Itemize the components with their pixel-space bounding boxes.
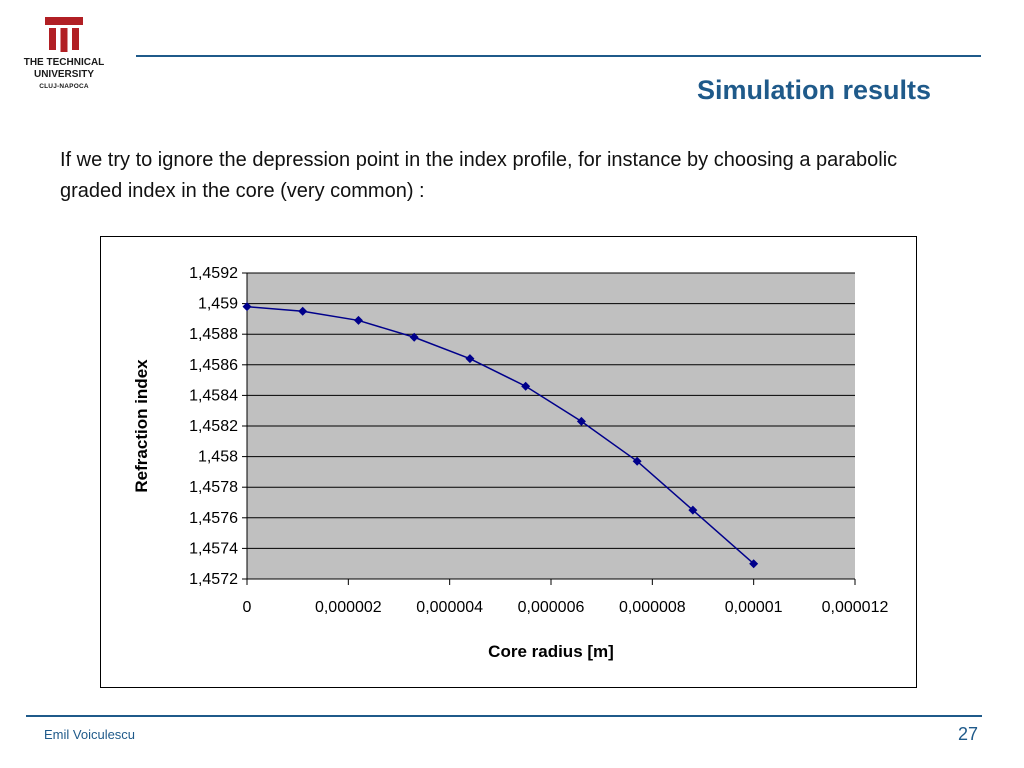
- data-point: [242, 302, 252, 312]
- y-tick-label: 1,458: [198, 449, 238, 466]
- y-tick-label: 1,4572: [189, 571, 238, 588]
- x-tick-label: 0: [243, 599, 252, 616]
- university-emblem-icon: [45, 17, 83, 52]
- y-tick-label: 1,4574: [189, 540, 238, 557]
- data-point: [576, 416, 586, 426]
- x-tick-label: 0,000004: [416, 599, 483, 616]
- y-tick-label: 1,4582: [189, 418, 238, 435]
- refraction-index-chart: 1,4572 1,4574 1,4576 1,4578 1,458 1,4582 1,458…: [132, 265, 889, 661]
- x-tick-label: 0,000002: [315, 599, 382, 616]
- x-tick-label: 0,000006: [518, 599, 585, 616]
- y-tick-label: 1,4592: [189, 265, 238, 282]
- data-point: [465, 354, 475, 364]
- data-point: [298, 306, 308, 316]
- header-rule: [136, 55, 981, 57]
- data-point: [409, 332, 419, 342]
- logo-text-line1: THE TECHNICAL: [23, 57, 105, 68]
- data-point: [353, 315, 363, 325]
- chart-frame: 1,4572 1,4574 1,4576 1,4578 1,458 1,4582 1,458…: [100, 236, 917, 688]
- university-logo: THE TECHNICAL UNIVERSITY CLUJ-NAPOCA: [14, 14, 114, 96]
- logo-text-line3: CLUJ-NAPOCA: [39, 83, 89, 90]
- x-tick-label: 0,000012: [822, 599, 889, 616]
- x-tick-label: 0,000008: [619, 599, 686, 616]
- y-tick-label: 1,4578: [189, 479, 238, 496]
- page-title: Simulation results: [696, 75, 931, 105]
- x-axis-title: Core radius [m]: [488, 642, 614, 661]
- intro-paragraph: If we try to ignore the depression point…: [60, 149, 898, 202]
- y-tick-label: 1,459: [198, 296, 238, 313]
- data-point: [749, 559, 759, 569]
- series-line: [246, 305, 755, 565]
- footer-rule: [26, 715, 982, 717]
- author-name: Emil Voiculescu: [44, 727, 136, 742]
- y-tick-label: 1,4586: [189, 357, 238, 374]
- logo-text-line2: UNIVERSITY: [33, 69, 94, 80]
- data-point: [688, 505, 698, 515]
- y-tick-label: 1,4576: [189, 510, 238, 527]
- y-axis-title: Refraction index: [132, 359, 151, 493]
- data-point: [521, 381, 531, 391]
- page-number: 27: [957, 724, 978, 744]
- y-tick-label: 1,4588: [189, 326, 238, 343]
- y-tick-label: 1,4584: [189, 387, 238, 404]
- data-point: [632, 456, 642, 466]
- x-tick-label: 0,00001: [725, 599, 783, 616]
